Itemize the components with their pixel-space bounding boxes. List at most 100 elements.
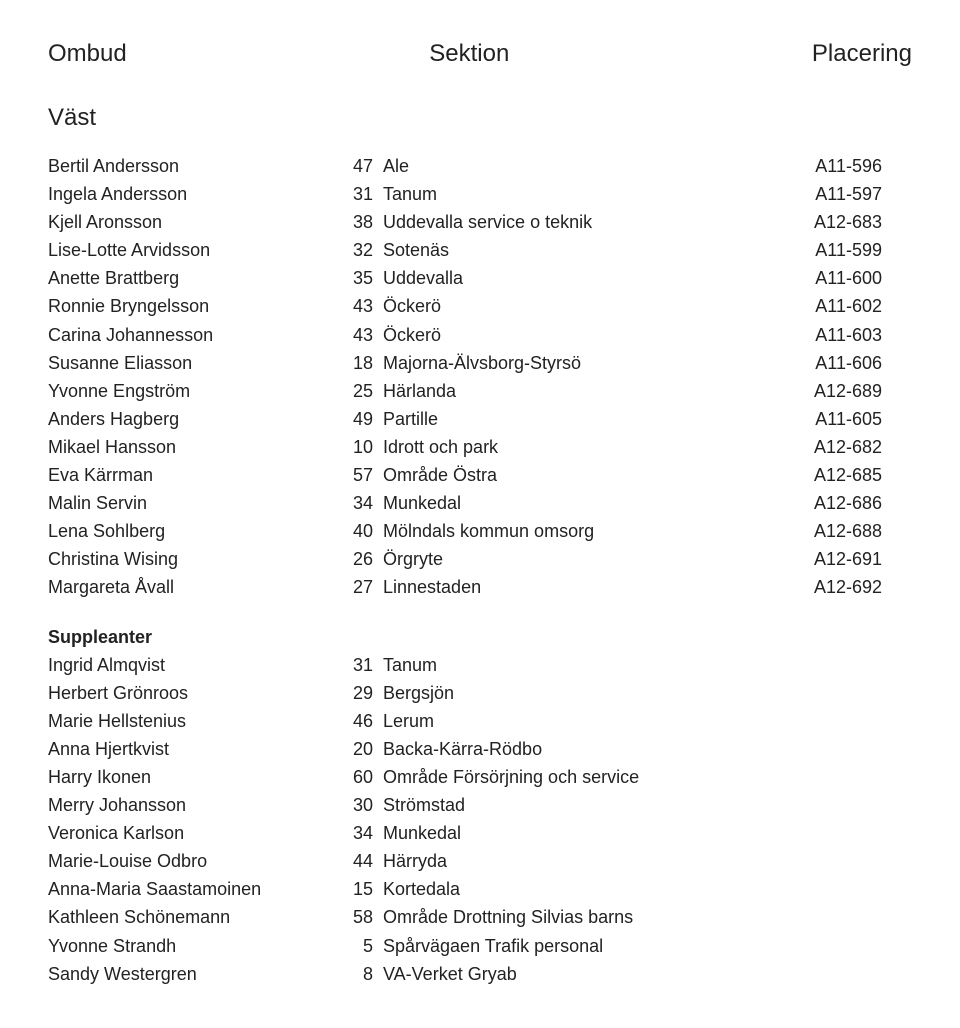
cell-num: 60	[338, 763, 383, 791]
cell-section: Område Östra	[383, 461, 743, 489]
cell-section: Ale	[383, 152, 743, 180]
cell-place	[743, 819, 912, 847]
table-row: Marie Hellstenius46Lerum	[48, 707, 912, 735]
cell-place: A11-599	[743, 236, 912, 264]
cell-section: Uddevalla service o teknik	[383, 208, 743, 236]
cell-name: Veronica Karlson	[48, 819, 338, 847]
cell-num: 5	[338, 932, 383, 960]
cell-name: Mikael Hansson	[48, 433, 338, 461]
cell-num: 30	[338, 791, 383, 819]
cell-place: A12-685	[743, 461, 912, 489]
table-row: Lise-Lotte Arvidsson32SotenäsA11-599	[48, 236, 912, 264]
table-row: Margareta Åvall27LinnestadenA12-692	[48, 573, 912, 601]
cell-place	[743, 679, 912, 707]
cell-place: A12-682	[743, 433, 912, 461]
cell-place: A11-603	[743, 321, 912, 349]
table-row: Sandy Westergren8VA-Verket Gryab	[48, 960, 912, 988]
cell-section: Backa-Kärra-Rödbo	[383, 735, 743, 763]
cell-place	[743, 960, 912, 988]
cell-section: Sotenäs	[383, 236, 743, 264]
cell-section: Munkedal	[383, 819, 743, 847]
cell-num: 57	[338, 461, 383, 489]
cell-name: Ingrid Almqvist	[48, 651, 338, 679]
cell-place: A12-683	[743, 208, 912, 236]
cell-place: A11-606	[743, 349, 912, 377]
cell-num: 47	[338, 152, 383, 180]
cell-name: Bertil Andersson	[48, 152, 338, 180]
table-row: Ingrid Almqvist31Tanum	[48, 651, 912, 679]
cell-num: 44	[338, 847, 383, 875]
cell-name: Anna-Maria Saastamoinen	[48, 875, 338, 903]
table-row: Ingela Andersson31TanumA11-597	[48, 180, 912, 208]
cell-num: 29	[338, 679, 383, 707]
cell-place: A12-689	[743, 377, 912, 405]
cell-place	[743, 707, 912, 735]
cell-place: A12-691	[743, 545, 912, 573]
table-row: Susanne Eliasson18Majorna-Älvsborg-Styrs…	[48, 349, 912, 377]
suppleanter-heading: Suppleanter	[48, 602, 912, 651]
cell-name: Anette Brattberg	[48, 264, 338, 292]
cell-num: 58	[338, 903, 383, 931]
cell-place: A12-686	[743, 489, 912, 517]
table-row: Carina Johannesson43ÖckeröA11-603	[48, 321, 912, 349]
cell-section: Kortedala	[383, 875, 743, 903]
table-row: Anna Hjertkvist20Backa-Kärra-Rödbo	[48, 735, 912, 763]
cell-name: Margareta Åvall	[48, 573, 338, 601]
cell-section: Öckerö	[383, 321, 743, 349]
cell-num: 34	[338, 819, 383, 847]
cell-place	[743, 875, 912, 903]
cell-num: 32	[338, 236, 383, 264]
table-row: Bertil Andersson47AleA11-596	[48, 152, 912, 180]
cell-name: Carina Johannesson	[48, 321, 338, 349]
table-row: Ronnie Bryngelsson43ÖckeröA11-602	[48, 292, 912, 320]
cell-section: Munkedal	[383, 489, 743, 517]
table-row: Yvonne Engström25HärlandaA12-689	[48, 377, 912, 405]
cell-num: 15	[338, 875, 383, 903]
table-row: Christina Wising26ÖrgryteA12-691	[48, 545, 912, 573]
cell-section: Öckerö	[383, 292, 743, 320]
cell-num: 49	[338, 405, 383, 433]
cell-section: Lerum	[383, 707, 743, 735]
cell-num: 27	[338, 573, 383, 601]
cell-name: Merry Johansson	[48, 791, 338, 819]
table-row: Malin Servin34MunkedalA12-686	[48, 489, 912, 517]
cell-place	[743, 932, 912, 960]
cell-section: Spårvägaen Trafik personal	[383, 932, 743, 960]
cell-section: VA-Verket Gryab	[383, 960, 743, 988]
cell-num: 31	[338, 180, 383, 208]
cell-section: Tanum	[383, 180, 743, 208]
cell-place	[743, 847, 912, 875]
cell-place: A11-596	[743, 152, 912, 180]
cell-num: 26	[338, 545, 383, 573]
table-row: Merry Johansson30Strömstad	[48, 791, 912, 819]
cell-name: Sandy Westergren	[48, 960, 338, 988]
cell-section: Härryda	[383, 847, 743, 875]
table-row: Anders Hagberg49PartilleA11-605	[48, 405, 912, 433]
table-row: Mikael Hansson10Idrott och parkA12-682	[48, 433, 912, 461]
cell-section: Örgryte	[383, 545, 743, 573]
cell-section: Majorna-Älvsborg-Styrsö	[383, 349, 743, 377]
cell-num: 31	[338, 651, 383, 679]
cell-num: 43	[338, 321, 383, 349]
cell-num: 10	[338, 433, 383, 461]
table-row: Harry Ikonen60Område Försörjning och ser…	[48, 763, 912, 791]
table-row: Yvonne Strandh5Spårvägaen Trafik persona…	[48, 932, 912, 960]
cell-name: Lise-Lotte Arvidsson	[48, 236, 338, 264]
cell-place: A12-688	[743, 517, 912, 545]
table-row: Kathleen Schönemann58Område Drottning Si…	[48, 903, 912, 931]
table-row: Herbert Grönroos29Bergsjön	[48, 679, 912, 707]
cell-name: Marie-Louise Odbro	[48, 847, 338, 875]
cell-section: Område Försörjning och service	[383, 763, 743, 791]
cell-name: Susanne Eliasson	[48, 349, 338, 377]
cell-num: 38	[338, 208, 383, 236]
column-headers: Ombud Sektion Placering	[48, 40, 912, 68]
cell-num: 8	[338, 960, 383, 988]
cell-num: 46	[338, 707, 383, 735]
table-row: Veronica Karlson34Munkedal	[48, 819, 912, 847]
cell-name: Ingela Andersson	[48, 180, 338, 208]
cell-place: A11-600	[743, 264, 912, 292]
cell-name: Christina Wising	[48, 545, 338, 573]
header-sektion: Sektion	[429, 40, 509, 68]
cell-place	[743, 735, 912, 763]
cell-section: Mölndals kommun omsorg	[383, 517, 743, 545]
